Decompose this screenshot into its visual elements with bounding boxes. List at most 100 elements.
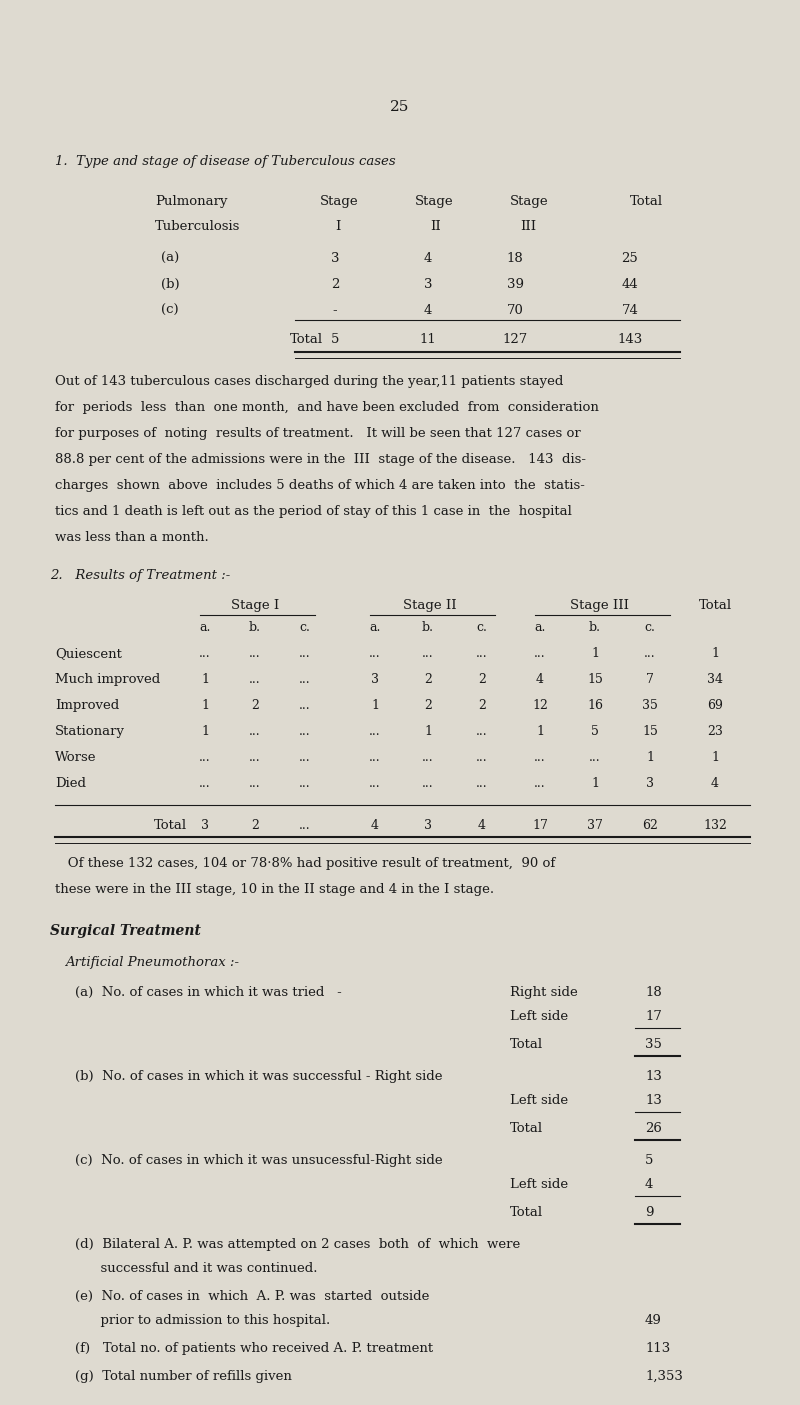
Text: ...: ... [249,673,261,686]
Text: 1: 1 [711,646,719,660]
Text: a.: a. [370,621,381,634]
Text: 3: 3 [330,251,339,266]
Text: Total: Total [630,195,663,208]
Text: ...: ... [534,646,546,660]
Text: ...: ... [476,777,488,790]
Text: Worse: Worse [55,752,97,764]
Text: 69: 69 [707,700,723,712]
Text: 88.8 per cent of the admissions were in the  III  stage of the disease.   143  d: 88.8 per cent of the admissions were in … [55,452,586,466]
Text: Artificial Pneumothorax :-: Artificial Pneumothorax :- [65,955,239,969]
Text: ...: ... [534,752,546,764]
Text: I: I [335,221,340,233]
Text: 11: 11 [420,333,436,346]
Text: 5: 5 [645,1154,654,1168]
Text: ...: ... [476,646,488,660]
Text: 1: 1 [201,700,209,712]
Text: 127: 127 [502,333,528,346]
Text: 17: 17 [532,819,548,832]
Text: ...: ... [422,646,434,660]
Text: 15: 15 [642,725,658,738]
Text: 9: 9 [645,1205,654,1220]
Text: Stationary: Stationary [55,725,125,738]
Text: 13: 13 [645,1071,662,1083]
Text: Total: Total [510,1038,543,1051]
Text: 143: 143 [618,333,642,346]
Text: ...: ... [199,777,211,790]
Text: ...: ... [199,646,211,660]
Text: 1: 1 [646,752,654,764]
Text: Stage I: Stage I [231,599,279,613]
Text: 18: 18 [506,251,523,266]
Text: 2: 2 [478,700,486,712]
Text: Stage: Stage [320,195,358,208]
Text: was less than a month.: was less than a month. [55,531,209,544]
Text: (b): (b) [161,278,179,291]
Text: 1,353: 1,353 [645,1370,683,1383]
Text: 62: 62 [642,819,658,832]
Text: 5: 5 [331,333,339,346]
Text: 1: 1 [201,725,209,738]
Text: 1: 1 [711,752,719,764]
Text: 132: 132 [703,819,727,832]
Text: 34: 34 [707,673,723,686]
Text: (g)  Total number of refills given: (g) Total number of refills given [75,1370,292,1383]
Text: ...: ... [299,700,311,712]
Text: 16: 16 [587,700,603,712]
Text: ...: ... [422,752,434,764]
Text: ...: ... [589,752,601,764]
Text: ...: ... [249,752,261,764]
Text: III: III [520,221,536,233]
Text: 2.   Results of Treatment :-: 2. Results of Treatment :- [50,569,230,582]
Text: 1.  Type and stage of disease of Tuberculous cases: 1. Type and stage of disease of Tubercul… [55,155,396,169]
Text: 5: 5 [591,725,599,738]
Text: 44: 44 [622,278,638,291]
Text: Quiescent: Quiescent [55,646,122,660]
Text: Total: Total [154,819,186,832]
Text: 35: 35 [645,1038,662,1051]
Text: 2: 2 [251,700,259,712]
Text: ...: ... [369,777,381,790]
Text: 26: 26 [645,1123,662,1135]
Text: a.: a. [534,621,546,634]
Text: prior to admission to this hospital.: prior to admission to this hospital. [75,1314,330,1326]
Text: Out of 143 tuberculous cases discharged during the year,11 patients stayed: Out of 143 tuberculous cases discharged … [55,375,563,388]
Text: 1: 1 [536,725,544,738]
Text: (a): (a) [161,251,179,266]
Text: charges  shown  above  includes 5 deaths of which 4 are taken into  the  statis-: charges shown above includes 5 deaths of… [55,479,585,492]
Text: for purposes of  noting  results of treatment.   It will be seen that 127 cases : for purposes of noting results of treatm… [55,427,581,440]
Text: (b)  No. of cases in which it was successful - Right side: (b) No. of cases in which it was success… [75,1071,442,1083]
Text: Stage II: Stage II [403,599,457,613]
Text: 37: 37 [587,819,603,832]
Text: 2: 2 [424,673,432,686]
Text: 2: 2 [478,673,486,686]
Text: tics and 1 death is left out as the period of stay of this 1 case in  the  hospi: tics and 1 death is left out as the peri… [55,504,572,518]
Text: Pulmonary: Pulmonary [155,195,227,208]
Text: 1: 1 [591,646,599,660]
Text: Of these 132 cases, 104 or 78·8% had positive result of treatment,  90 of: Of these 132 cases, 104 or 78·8% had pos… [55,857,555,870]
Text: ...: ... [476,752,488,764]
Text: Tuberculosis: Tuberculosis [155,221,240,233]
Text: ...: ... [249,725,261,738]
Text: 3: 3 [424,819,432,832]
Text: Right side: Right side [510,986,578,999]
Text: 2: 2 [331,278,339,291]
Text: b.: b. [589,621,601,634]
Text: 4: 4 [645,1177,654,1191]
Text: b.: b. [422,621,434,634]
Text: Stage III: Stage III [570,599,630,613]
Text: 4: 4 [371,819,379,832]
Text: (c)  No. of cases in which it was unsucessful-Right side: (c) No. of cases in which it was unsuces… [75,1154,442,1168]
Text: 3: 3 [201,819,209,832]
Text: Total: Total [290,333,323,346]
Text: Stage: Stage [510,195,549,208]
Text: Much improved: Much improved [55,673,160,686]
Text: 113: 113 [645,1342,670,1354]
Text: successful and it was continued.: successful and it was continued. [75,1262,318,1274]
Text: Improved: Improved [55,700,119,712]
Text: Left side: Left side [510,1010,568,1023]
Text: ...: ... [299,752,311,764]
Text: ...: ... [299,673,311,686]
Text: Total: Total [698,599,731,613]
Text: 2: 2 [251,819,259,832]
Text: 18: 18 [645,986,662,999]
